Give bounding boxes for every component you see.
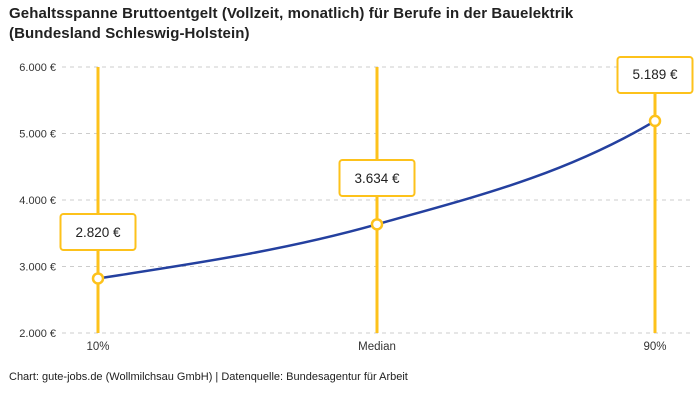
value-label-10th-percentile: 2.820 € bbox=[59, 213, 137, 252]
y-axis-tick-label: 6.000 € bbox=[19, 62, 56, 74]
data-point-90% bbox=[648, 114, 662, 128]
y-axis-tick-label: 3.000 € bbox=[19, 262, 56, 274]
chart-title-line1: Gehaltsspanne Bruttoentgelt (Vollzeit, m… bbox=[9, 5, 574, 22]
data-point-Median bbox=[370, 218, 384, 231]
chart-title: Gehaltsspanne Bruttoentgelt (Vollzeit, m… bbox=[9, 4, 669, 44]
y-axis-tick-label: 5.000 € bbox=[19, 129, 56, 141]
x-tick-10th-percentile: 10% bbox=[86, 341, 110, 353]
value-label-90th-percentile: 5.189 € bbox=[616, 55, 694, 94]
y-axis-tick-label: 2.000 € bbox=[19, 328, 56, 340]
data-point-10% bbox=[91, 272, 105, 285]
x-tick-90th-percentile: 90% bbox=[643, 341, 667, 353]
y-axis-tick-label: 4.000 € bbox=[19, 195, 56, 207]
value-label-median: 3.634 € bbox=[338, 159, 416, 198]
chart-attribution: Chart: gute-jobs.de (Wollmilchsau GmbH) … bbox=[9, 371, 408, 383]
chart-title-line2: (Bundesland Schleswig-Holstein) bbox=[9, 25, 250, 42]
x-tick-median: Median bbox=[358, 341, 396, 353]
